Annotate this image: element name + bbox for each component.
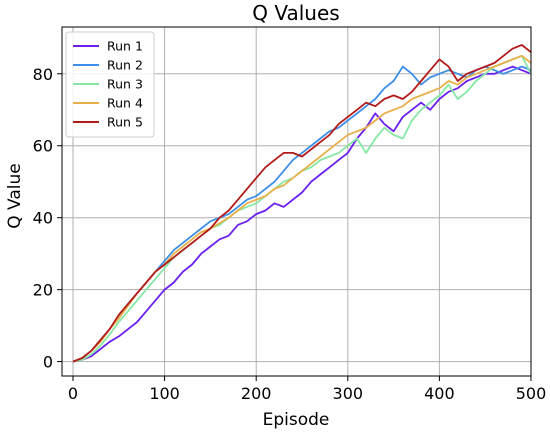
x-tick-label: 0 (68, 384, 78, 403)
legend-label: Run 5 (107, 115, 143, 130)
x-tick-label: 300 (333, 384, 364, 403)
ticks: 0 100 200 300 400 500 0 20 40 60 80 (33, 65, 547, 403)
series-layer (72, 44, 532, 363)
y-tick-label: 20 (33, 281, 53, 300)
x-tick-label: 200 (241, 384, 272, 403)
y-tick-label: 40 (33, 209, 53, 228)
series-line-run-1 (72, 65, 532, 363)
y-tick-label: 0 (43, 353, 53, 372)
series-line-run-5 (72, 44, 532, 363)
x-tick-label: 500 (516, 384, 547, 403)
chart-title: Q Values (252, 1, 339, 25)
legend-box (65, 31, 155, 138)
x-axis-label: Episode (263, 410, 330, 430)
plot-frame (61, 26, 532, 377)
legend-label: Run 3 (107, 77, 143, 92)
legend-label: Run 4 (107, 96, 143, 111)
x-tick-label: 100 (149, 384, 180, 403)
y-axis-label: Q Value (5, 163, 25, 228)
x-tick-label: 400 (424, 384, 455, 403)
y-tick-label: 80 (33, 65, 53, 84)
legend: Run 1 Run 2 Run 3 Run 4 Run 5 (65, 31, 155, 138)
legend-label: Run 1 (107, 39, 143, 54)
legend-label: Run 2 (107, 58, 143, 73)
y-tick-label: 60 (33, 137, 53, 156)
